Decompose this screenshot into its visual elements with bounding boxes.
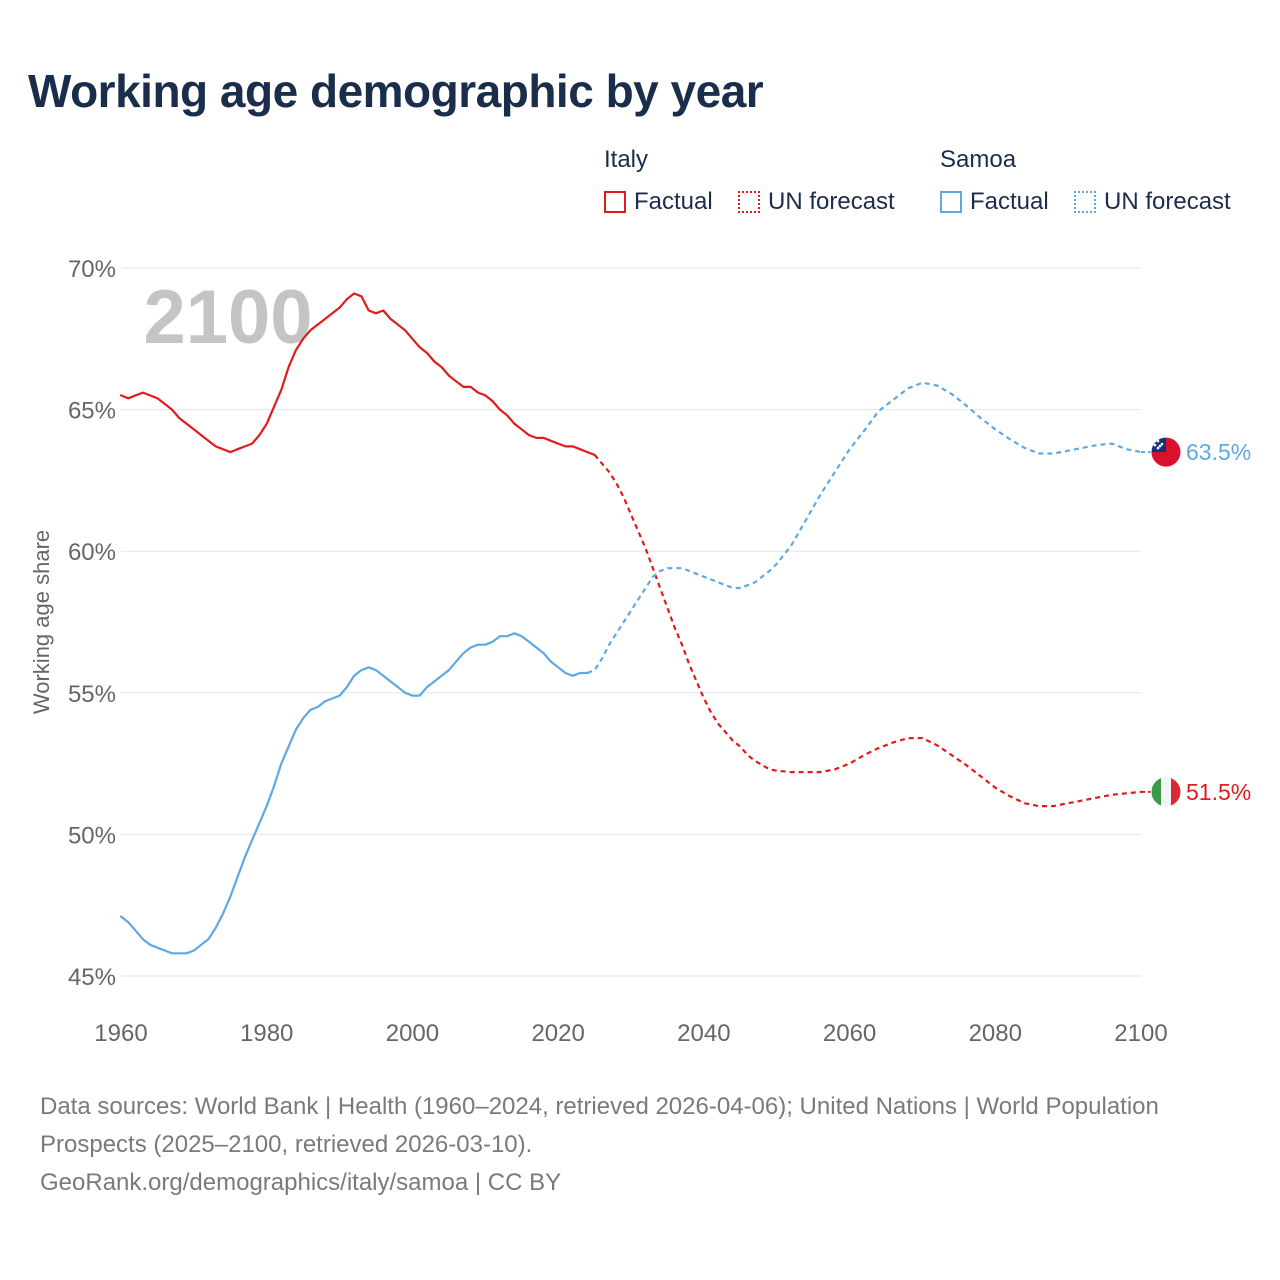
italy-factual-line: [119, 292, 596, 456]
x-tick-label: 2040: [677, 1020, 730, 1047]
legend-samoa-factual[interactable]: Factual: [940, 188, 1049, 216]
legend-samoa-forecast-swatch: [1074, 191, 1096, 213]
chart-title: Working age demographic by year: [28, 65, 764, 117]
italy-flag-icon: [1150, 776, 1182, 808]
italy-end-label: 51.5%: [1186, 779, 1251, 805]
x-tick-label: 2100: [1114, 1020, 1167, 1047]
legend-samoa-title: Samoa: [940, 146, 1017, 173]
source-link[interactable]: GeoRank.org/demographics/italy/samoa | C…: [40, 1169, 562, 1196]
samoa-flag-icon: [1150, 436, 1182, 468]
x-tick-label: 1960: [94, 1020, 147, 1047]
x-tick-label: 2020: [531, 1020, 584, 1047]
x-tick-label: 2060: [823, 1020, 876, 1047]
x-ticks: 1960 1980 2000 2020 2040 2060 2080 2100: [94, 1020, 1167, 1047]
y-tick-label: 65%: [68, 398, 116, 425]
gridlines: [121, 267, 1141, 977]
watermark-layer: 2100: [143, 275, 312, 360]
x-tick-label: 1980: [240, 1020, 293, 1047]
legend-italy-forecast-label: UN forecast: [768, 188, 895, 215]
series-lines: [119, 292, 1142, 955]
y-tick-label: 60%: [68, 539, 116, 566]
y-tick-label: 70%: [68, 256, 116, 283]
legend-italy-title: Italy: [604, 146, 649, 173]
footer: Data sources: World Bank | Health (1960–…: [40, 1088, 1200, 1202]
year-watermark: 2100: [143, 275, 312, 360]
legend-italy-factual-label: Factual: [634, 188, 713, 215]
x-tick-label: 2080: [969, 1020, 1022, 1047]
samoa-end-label: 63.5%: [1186, 439, 1251, 465]
y-ticks: 45% 50% 55% 60% 65% 70%: [68, 256, 116, 991]
legend-samoa-factual-swatch: [940, 191, 962, 213]
y-tick-label: 55%: [68, 681, 116, 708]
y-tick-label: 45%: [68, 964, 116, 991]
y-tick-label: 50%: [68, 822, 116, 849]
end-markers: 51.5% 63.5%: [1141, 436, 1251, 808]
x-tick-label: 2000: [386, 1020, 439, 1047]
legend-samoa-forecast[interactable]: UN forecast: [1074, 188, 1231, 216]
samoa-factual-line: [119, 632, 589, 955]
legend-italy-factual-swatch: [604, 191, 626, 213]
legend-samoa-forecast-label: UN forecast: [1104, 188, 1231, 215]
legend-italy-forecast[interactable]: UN forecast: [738, 188, 895, 216]
legend-italy-factual[interactable]: Factual: [604, 188, 713, 216]
legend-samoa-factual-label: Factual: [970, 188, 1049, 215]
samoa-forecast-line: [586, 381, 1142, 675]
italy-forecast-line: [593, 454, 1142, 808]
data-sources: Data sources: World Bank | Health (1960–…: [40, 1093, 1159, 1158]
legend-italy-forecast-swatch: [738, 191, 760, 213]
